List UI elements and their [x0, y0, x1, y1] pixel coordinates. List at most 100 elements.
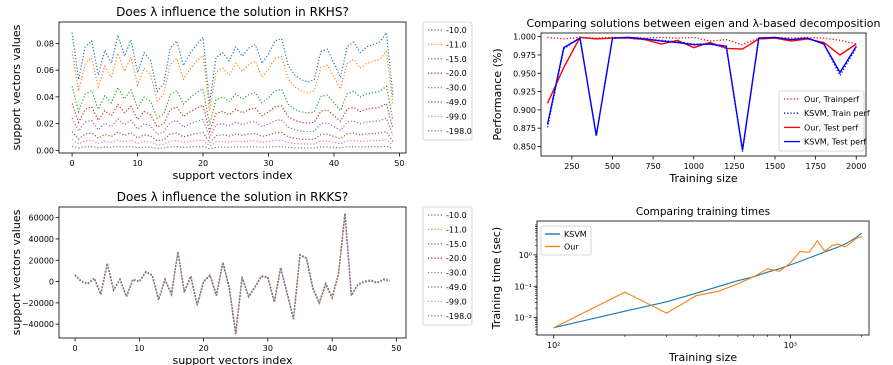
x-tick-label: 10	[132, 159, 142, 168]
legend-frame	[422, 206, 473, 326]
y-tick-label: 60000	[29, 214, 54, 223]
legend-entry: -11.0	[446, 40, 467, 49]
legend-entry: -198.0	[446, 312, 472, 321]
y-tick-label: 0.925	[513, 88, 536, 97]
legend-entry: -20.0	[446, 254, 467, 263]
y-tick-label: 0.08	[36, 39, 54, 48]
legend-entry: -10.0	[446, 211, 467, 220]
plot-frame	[540, 32, 867, 157]
y-tick-label: 0.02	[36, 120, 54, 129]
legend-entry: -20.0	[446, 69, 467, 78]
series-line	[71, 102, 394, 134]
chart-title: Comparing solutions between eigen and λ-…	[527, 17, 881, 30]
plot-area	[71, 31, 394, 150]
legend-entry: KSVM, Train perf	[804, 109, 870, 118]
chart-rkks: Does λ influence the solution in RKKS? 0 1…	[10, 190, 473, 365]
x-tick-label: 40	[329, 159, 339, 168]
chart-title: Does λ influence the solution in RKHS?	[116, 5, 349, 19]
x-tick-label: 1750	[805, 162, 825, 171]
series-line	[547, 36, 857, 46]
series-line	[71, 130, 394, 144]
y-tick-label: −40000	[22, 320, 54, 329]
x-tick-label: 500	[605, 162, 620, 171]
y-axis-label: Performance (%)	[491, 48, 504, 140]
legend-entry: -15.0	[446, 240, 467, 249]
x-tick-label: 250	[564, 162, 579, 171]
legend-entry: -11.0	[446, 225, 467, 234]
y-tick-label: 0.900	[513, 106, 536, 115]
legend-entry: -99.0	[446, 112, 467, 121]
series-line	[71, 85, 394, 125]
legend-entry: -15.0	[446, 55, 467, 64]
x-axis-label: support vectors index	[173, 169, 293, 182]
legend-entry: Our, Trainperf	[804, 95, 859, 104]
y-axis-label: support vectors values	[10, 209, 23, 335]
plot-frame	[536, 220, 870, 336]
series-line	[71, 145, 394, 150]
x-tick-label: 1250	[724, 162, 744, 171]
series-line	[71, 117, 394, 139]
chart-title: Does λ influence the solution in RKKS?	[117, 190, 349, 204]
x-axis-label: Training size	[668, 351, 737, 364]
y-tick-label: 0.00	[36, 146, 54, 155]
x-tick-label: 0	[70, 159, 75, 168]
series-line	[71, 138, 394, 147]
legend-entry: -30.0	[446, 84, 467, 93]
series-line	[546, 36, 857, 151]
y-tick-label: 0.975	[513, 51, 536, 60]
plot-frame	[58, 206, 407, 339]
x-tick-label: 40	[327, 344, 337, 353]
x-tick-label: 1000	[684, 162, 704, 171]
series-line	[553, 232, 862, 329]
legend-entry: -49.0	[446, 283, 467, 292]
x-axis-label: support vectors index	[173, 354, 293, 365]
chart-rkhs: Does λ influence the solution in RKHS? 0 1…	[10, 5, 473, 182]
x-tick-label: 2000	[846, 162, 866, 171]
y-tick-label: 40000	[29, 235, 54, 244]
legend-entry: -10.0	[446, 26, 467, 35]
y-tick-label: 0	[49, 278, 54, 287]
y-tick-label: 20000	[29, 256, 54, 265]
plot-area	[546, 36, 857, 152]
plot-frame	[58, 21, 407, 154]
plot-area	[74, 212, 391, 335]
legend-entry: KSVM	[564, 230, 587, 239]
y-tick-label: 1.000	[513, 33, 536, 42]
x-tick-label: 30	[263, 344, 273, 353]
x-tick-label: 50	[391, 344, 401, 353]
legend-times: KSVM Our	[540, 225, 592, 256]
x-axis-label: Training size	[668, 172, 737, 185]
series-line	[74, 212, 391, 334]
x-tick-label: 20	[198, 344, 208, 353]
x-tick-label: 10²	[547, 341, 560, 350]
y-tick-label: −20000	[22, 299, 54, 308]
legend-frame	[422, 21, 473, 141]
chart-times: Comparing training times 10² 10³ 10⁻² 10⁻¹ 10…	[490, 206, 870, 364]
x-tick-label: 10³	[784, 341, 797, 350]
series-line	[71, 31, 394, 104]
legend-entry: -49.0	[446, 98, 467, 107]
legend-entry: -198.0	[446, 127, 472, 136]
legend-rkks: -10.0 -11.0 -15.0 -20.0 -30.0 -49.0 -99.0 -198.…	[422, 206, 473, 326]
x-tick-label: 10	[134, 344, 144, 353]
y-axis-label: Training time (sec)	[490, 227, 503, 330]
y-tick-label: 10⁻²	[514, 314, 532, 323]
legend-entry: KSVM, Test perf	[804, 138, 866, 147]
chart-eigen: Comparing solutions between eigen and λ-…	[491, 17, 880, 185]
y-tick-label: 0.875	[513, 124, 536, 133]
y-tick-label: 0.850	[513, 142, 536, 151]
legend-frame	[778, 90, 865, 152]
y-axis-label: support vectors values	[10, 24, 23, 150]
x-tick-label: 50	[394, 159, 404, 168]
series-line	[553, 236, 862, 329]
legend-entry: Our, Test perf	[804, 123, 858, 132]
chart-title: Comparing training times	[636, 206, 770, 218]
legend-frame	[540, 225, 592, 256]
legend-eigen: Our, Trainperf KSVM, Train perf Our, Test …	[778, 90, 870, 152]
y-tick-label: 0.950	[513, 69, 536, 78]
x-tick-label: 20	[198, 159, 208, 168]
legend-entry: Our	[564, 243, 579, 252]
legend-entry: -99.0	[446, 297, 467, 306]
plot-area	[553, 232, 862, 329]
